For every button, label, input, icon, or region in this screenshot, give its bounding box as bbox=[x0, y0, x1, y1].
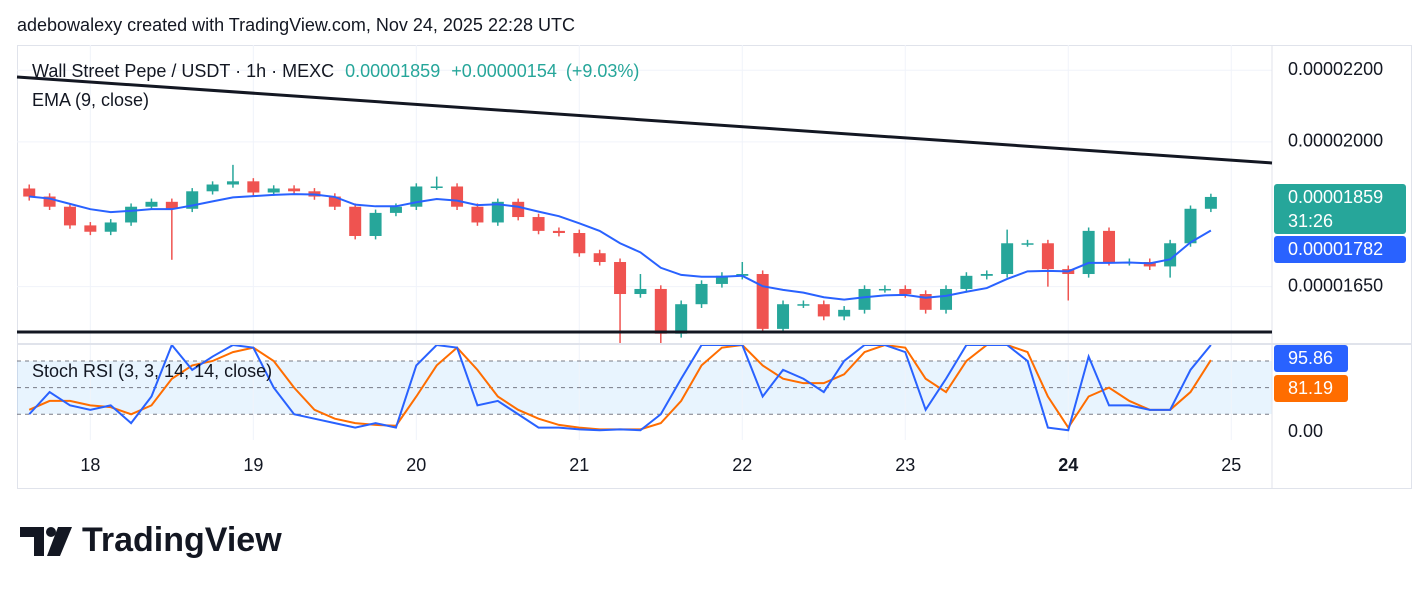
y-tick-label: 0.00002000 bbox=[1288, 131, 1383, 151]
x-tick-label: 23 bbox=[895, 455, 915, 475]
candle-body bbox=[1082, 230, 1095, 275]
countdown-label: 31:26 bbox=[1288, 211, 1333, 231]
ema-badge-label: 0.00001782 bbox=[1288, 239, 1383, 259]
candle-body bbox=[817, 304, 830, 317]
candle-body bbox=[84, 225, 97, 232]
candle-body bbox=[878, 288, 891, 291]
candle-body bbox=[125, 206, 138, 223]
x-tick-label: 24 bbox=[1058, 455, 1078, 475]
candle-body bbox=[247, 181, 260, 193]
candle-body bbox=[634, 288, 647, 295]
price-change: +0.00000154 bbox=[451, 61, 557, 81]
candle-body bbox=[593, 253, 606, 263]
candle-body bbox=[145, 201, 158, 207]
candle-body bbox=[23, 188, 36, 197]
candle-body bbox=[43, 196, 56, 207]
candle-body bbox=[1184, 208, 1197, 244]
candle-body bbox=[1001, 243, 1014, 275]
candle-body bbox=[715, 275, 728, 284]
x-tick-label: 18 bbox=[80, 455, 100, 475]
candle-body bbox=[369, 212, 382, 236]
last-price: 0.00001859 bbox=[345, 61, 440, 81]
candle-body bbox=[471, 206, 484, 223]
logo-icon bbox=[20, 527, 44, 556]
candle-body bbox=[1103, 230, 1116, 263]
candle-body bbox=[451, 186, 464, 207]
x-tick-label: 22 bbox=[732, 455, 752, 475]
y-tick-label: 0.00002200 bbox=[1288, 59, 1383, 79]
ema-badge bbox=[1274, 236, 1406, 263]
d-badge bbox=[1274, 375, 1348, 402]
candle-body bbox=[1021, 243, 1034, 245]
candle-body bbox=[858, 288, 871, 310]
candle-body bbox=[552, 230, 565, 234]
candle-body bbox=[1204, 196, 1217, 209]
stoch-tick-label: 0.00 bbox=[1288, 421, 1323, 441]
candle-body bbox=[430, 186, 443, 188]
candle-body bbox=[573, 233, 586, 254]
logo-icon bbox=[47, 527, 72, 556]
candle-body bbox=[899, 288, 912, 295]
symbol-title: Wall Street Pepe / USDT · 1h · MEXC bbox=[32, 61, 334, 81]
logo-icon-dot bbox=[46, 527, 56, 537]
candle-body bbox=[980, 274, 993, 276]
x-tick-label: 20 bbox=[406, 455, 426, 475]
y-tick-label: 0.00001650 bbox=[1288, 275, 1383, 295]
stoch-legend: Stoch RSI (3, 3, 14, 14, close) bbox=[32, 361, 272, 381]
brand-name: TradingView bbox=[82, 521, 282, 559]
legend: Wall Street Pepe / USDT · 1h · MEXC 0.00… bbox=[32, 61, 639, 81]
trendline bbox=[16, 75, 1273, 165]
candle-body bbox=[267, 188, 280, 193]
candle-body bbox=[288, 188, 301, 192]
candle-body bbox=[614, 262, 627, 295]
k-badge-label: 95.86 bbox=[1288, 348, 1333, 368]
candle-body bbox=[960, 275, 973, 289]
grid bbox=[17, 45, 1272, 440]
candle-body bbox=[512, 201, 525, 218]
stoch-line bbox=[28, 345, 1212, 432]
price-change-pct: (+9.03%) bbox=[566, 61, 640, 81]
candle-body bbox=[104, 222, 117, 232]
candle-body bbox=[940, 288, 953, 310]
candle-body bbox=[777, 304, 790, 329]
candle-body bbox=[165, 201, 178, 209]
candle-body bbox=[349, 206, 362, 236]
candle-body bbox=[63, 206, 76, 226]
candle-body bbox=[838, 309, 851, 317]
candle-body bbox=[389, 206, 402, 213]
price-badge bbox=[1274, 184, 1406, 234]
candle-body bbox=[756, 274, 769, 329]
candle-body bbox=[532, 217, 545, 231]
candle-body bbox=[797, 304, 810, 306]
price-badge-label: 0.00001859 bbox=[1288, 187, 1383, 207]
candle-body bbox=[226, 181, 239, 185]
x-tick-label: 21 bbox=[569, 455, 589, 475]
candle-body bbox=[328, 196, 341, 207]
candle-body bbox=[695, 283, 708, 305]
x-tick-label: 19 bbox=[243, 455, 263, 475]
stoch-lines bbox=[28, 345, 1212, 432]
x-tick-label: 25 bbox=[1221, 455, 1241, 475]
ema-legend: EMA (9, close) bbox=[32, 90, 149, 110]
candle-body bbox=[654, 288, 667, 334]
header: adebowalexy created with TradingView.com… bbox=[17, 15, 575, 35]
chart-frame bbox=[17, 45, 1412, 489]
candle-body bbox=[491, 201, 504, 223]
marks bbox=[23, 164, 1217, 432]
d-badge-label: 81.19 bbox=[1288, 378, 1333, 398]
candle-body bbox=[206, 184, 219, 192]
candles bbox=[23, 164, 1217, 343]
k-badge bbox=[1274, 345, 1348, 372]
logo: TradingView bbox=[20, 521, 282, 559]
candle-body bbox=[675, 304, 688, 334]
candle-body bbox=[1041, 243, 1054, 270]
ema-line bbox=[29, 193, 1212, 301]
